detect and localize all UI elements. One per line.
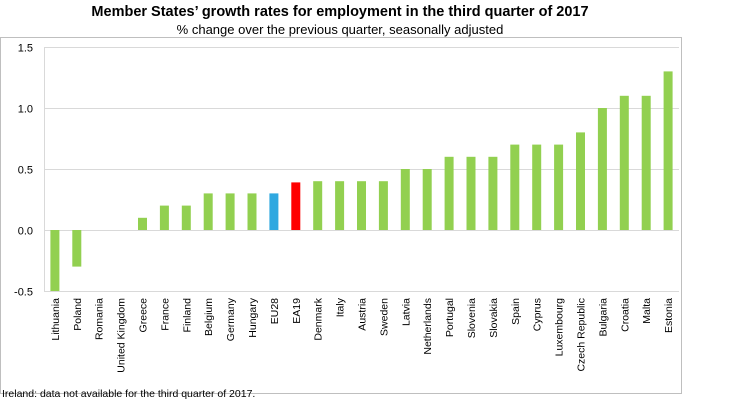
y-tick-label: 0.0 xyxy=(18,226,33,238)
bar-latvia xyxy=(400,169,410,230)
x-tick-label: Malta xyxy=(641,298,653,324)
y-tick-label: 1.0 xyxy=(18,104,33,116)
x-tick-label: Denmark xyxy=(313,297,325,340)
x-tick-label: France xyxy=(159,298,171,331)
bar-slovenia xyxy=(466,156,476,230)
bar-estonia xyxy=(663,71,673,231)
bar-malta xyxy=(641,95,651,230)
y-axis: 1.5 1.0 0.5 0.0 -0.5 xyxy=(14,43,45,299)
x-tick-label: Belgium xyxy=(203,298,215,336)
x-tick-label: Poland xyxy=(72,298,84,331)
bar-ea19 xyxy=(291,182,301,230)
bar-austria xyxy=(357,181,366,230)
x-tick-label: Slovakia xyxy=(488,298,500,338)
x-tick-label: Greece xyxy=(138,298,150,333)
x-tick-label: Portugal xyxy=(444,298,456,337)
x-tick-label: Spain xyxy=(510,298,522,325)
x-tick-label: Germany xyxy=(225,297,237,341)
y-tick-label: 0.5 xyxy=(18,165,33,177)
bar-italy xyxy=(335,181,345,230)
x-tick-label: Slovenia xyxy=(466,298,478,338)
x-tick-label: Lithuania xyxy=(50,298,62,341)
x-tick-label: Luxembourg xyxy=(554,298,566,357)
x-tick-label: Bulgaria xyxy=(597,298,609,337)
bar-spain xyxy=(510,144,520,230)
bar-hungary xyxy=(247,193,257,230)
bar-belgium xyxy=(203,193,213,230)
x-tick-label: Croatia xyxy=(619,298,631,332)
bar-greece xyxy=(138,217,147,230)
x-tick-label: Italy xyxy=(335,297,347,317)
chart-title: Member States’ growth rates for employme… xyxy=(91,4,589,20)
x-tick-label: Cyprus xyxy=(532,298,544,331)
bar-slovakia xyxy=(488,156,498,230)
bar-netherlands xyxy=(422,169,432,230)
bar-bulgaria xyxy=(597,108,607,230)
x-tick-label: EA19 xyxy=(291,298,303,324)
x-tick-label: EU28 xyxy=(269,298,281,324)
bar-denmark xyxy=(313,181,323,230)
bar-finland xyxy=(181,205,191,230)
x-tick-label: Austria xyxy=(357,298,369,331)
footnote: Ireland: data not available for the thir… xyxy=(2,388,256,400)
chart-subtitle: % change over the previous quarter, seas… xyxy=(176,22,504,37)
bar-germany xyxy=(225,193,235,230)
bar-luxembourg xyxy=(554,144,564,230)
gridlines xyxy=(44,47,679,292)
bar-eu28 xyxy=(269,193,279,230)
y-tick-label: 1.5 xyxy=(18,43,33,55)
x-axis-labels: Lithuania Poland Romania United Kingdom Gree… xyxy=(50,297,675,372)
x-tick-label: Czech Republic xyxy=(575,298,587,372)
bar-portugal xyxy=(444,156,454,230)
x-tick-label: Romania xyxy=(94,298,106,340)
x-tick-label: Netherlands xyxy=(422,298,434,355)
bar-croatia xyxy=(619,95,629,230)
bar-poland xyxy=(72,230,82,267)
x-tick-label: Sweden xyxy=(378,298,390,336)
bar-sweden xyxy=(378,181,388,230)
x-tick-label: Estonia xyxy=(663,298,675,333)
bar-france xyxy=(159,205,169,230)
x-tick-label: Latvia xyxy=(400,298,412,326)
chart-border xyxy=(0,37,682,394)
x-tick-label: Finland xyxy=(181,298,193,333)
x-tick-label: United Kingdom xyxy=(116,298,128,373)
y-tick-label: -0.5 xyxy=(14,287,33,299)
bar-lithuania xyxy=(50,230,60,291)
bars xyxy=(50,71,673,291)
bar-cyprus xyxy=(532,144,542,230)
bar-czech-republic xyxy=(576,132,585,230)
x-tick-label: Hungary xyxy=(247,297,259,337)
